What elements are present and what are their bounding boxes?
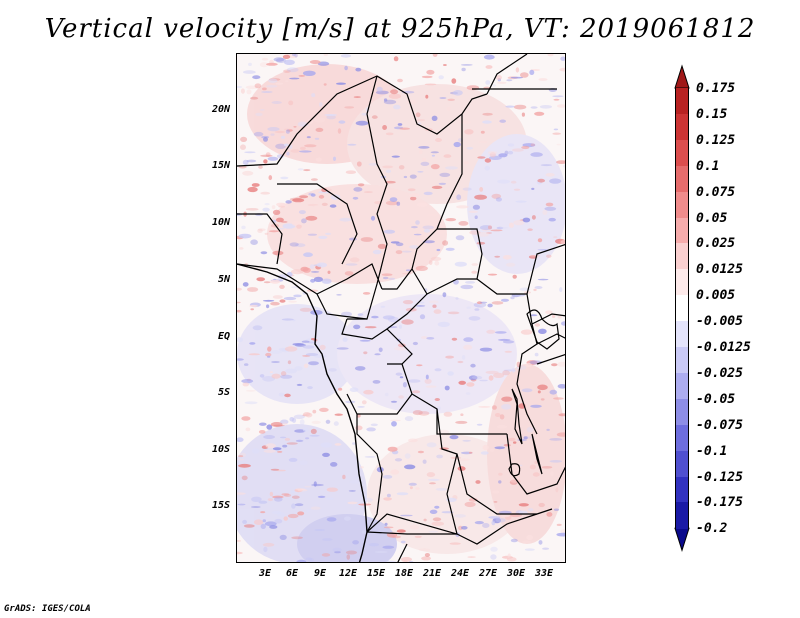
lon-label: 27E <box>478 568 498 579</box>
lat-label: 15S <box>211 500 230 511</box>
colorbar-max-arrow <box>674 64 690 89</box>
colorbar-swatch <box>675 398 689 426</box>
lat-label: 10N <box>211 217 230 228</box>
lat-label: 20N <box>211 104 230 115</box>
lon-label: 18E <box>394 568 414 579</box>
colorbar-label: 0.005 <box>696 288 736 304</box>
colorbar-label: -0.025 <box>696 365 743 381</box>
colorbar-label: 0.1 <box>696 158 720 174</box>
lat-label: 5N <box>217 274 230 285</box>
lon-label: 6E <box>285 568 299 579</box>
grads-credit: GrADS: IGES/COLA <box>4 604 91 614</box>
lat-label: 5S <box>217 387 230 398</box>
colorbar-swatch <box>675 321 689 348</box>
colorbar-label: -0.125 <box>696 469 743 485</box>
colorbar-swatch <box>675 139 689 167</box>
colorbar-label: 0.075 <box>696 184 736 200</box>
colorbar-swatch <box>675 347 689 374</box>
lat-label: 10S <box>211 444 230 455</box>
colorbar-swatch <box>675 502 689 529</box>
map-panel <box>236 53 566 563</box>
colorbar-min-arrow <box>674 527 690 552</box>
colorbar-swatch <box>675 295 689 322</box>
colorbar-label: 0.025 <box>696 236 736 252</box>
colorbar-label: -0.005 <box>696 314 743 330</box>
colorbar-label: 0.125 <box>696 132 736 148</box>
lon-label: 33E <box>534 568 554 579</box>
colorbar-label: -0.1 <box>696 443 728 459</box>
lon-label: 21E <box>422 568 442 579</box>
colorbar-swatch <box>675 191 689 218</box>
chart-title: Vertical velocity [m/s] at 925hPa, VT: 2… <box>44 14 756 44</box>
colorbar-label: 0.175 <box>696 81 736 96</box>
colorbar-swatch <box>675 476 689 503</box>
lon-label: 30E <box>506 568 526 579</box>
colorbar-label: 0.05 <box>696 210 728 226</box>
colorbar-label: -0.075 <box>696 417 743 433</box>
colorbar-label: -0.175 <box>696 495 743 511</box>
colorbar-swatch <box>675 165 689 193</box>
colorbar-label: 0.0125 <box>696 262 743 278</box>
colorbar-label: -0.05 <box>696 391 736 407</box>
lon-label: 9E <box>313 568 327 579</box>
colorbar-swatch <box>675 113 689 141</box>
colorbar-swatch <box>675 217 689 244</box>
colorbar-swatch <box>675 88 689 115</box>
vertical-velocity-field <box>237 54 565 562</box>
colorbar-swatch <box>675 424 689 452</box>
lon-label: 15E <box>366 568 386 579</box>
colorbar-label: 0.15 <box>696 106 728 122</box>
colorbar-label: -0.2 <box>696 521 728 537</box>
lon-label: 12E <box>338 568 358 579</box>
colorbar-swatch <box>675 243 689 270</box>
colorbar-swatch <box>675 450 689 477</box>
lat-label: EQ <box>217 331 230 342</box>
colorbar-swatch <box>675 269 689 296</box>
colorbar-swatch <box>675 372 689 400</box>
lon-label: 24E <box>450 568 470 579</box>
lon-label: 3E <box>258 568 272 579</box>
colorbar-label: -0.0125 <box>696 340 751 355</box>
lat-label: 15N <box>211 160 230 171</box>
